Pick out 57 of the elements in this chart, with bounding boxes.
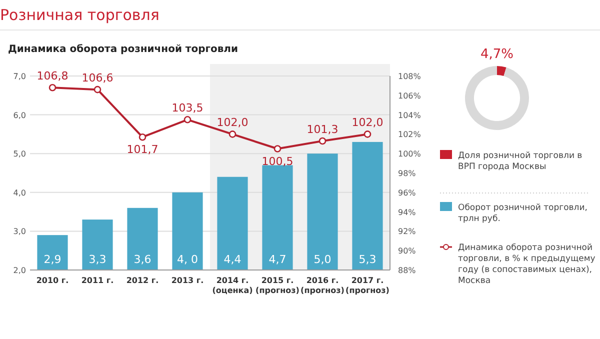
data-label: 106,6 (82, 72, 114, 85)
data-label: 103,5 (172, 102, 204, 115)
point (364, 130, 372, 138)
y2-tick-label: 90% (398, 246, 416, 256)
data-label: 4,7 (268, 253, 286, 266)
data-label: 106,8 (36, 70, 68, 83)
y-tick-label: 5,0 (13, 150, 26, 159)
x-tick-label: 2010 г. (36, 276, 69, 285)
point (228, 130, 236, 138)
y-tick-label: 6,0 (13, 110, 26, 120)
y-tick-label: 7,0 (13, 72, 26, 81)
legend-label: Доля розничной торговли в ВРП города Москвы (458, 151, 582, 172)
y2-tick-label: 96% (398, 188, 416, 198)
data-label: 5,3 (358, 253, 376, 266)
y2-tick-label: 94% (398, 208, 416, 217)
data-label: 102,0 (216, 116, 248, 130)
y2-tick-label: 104% (398, 110, 422, 120)
x-tick-label: 2014 г. (оценка) (212, 276, 253, 295)
data-label: 5,0 (314, 253, 332, 266)
x-tick-label: 2011 г. (81, 276, 114, 285)
legend-label: Динамика оборота розничной торговли, в % к предыдущему году (в сопоставимых ценах), Москва (458, 243, 596, 286)
y2-tick-label: 88% (398, 266, 416, 275)
x-tick-label: 2017 г. (прогноз) (346, 276, 390, 295)
point (48, 84, 56, 92)
y-tick-label: 4,0 (13, 188, 26, 198)
data-label: 100,5 (262, 154, 294, 168)
data-label: 2,9 (44, 253, 62, 266)
data-label: 101,7 (126, 143, 158, 156)
y2-tick-label: 92% (398, 227, 416, 236)
y2-tick-label: 98% (398, 169, 416, 178)
x-tick-label: 2016 г. (прогноз) (300, 276, 344, 295)
y2-tick-label: 106% (398, 91, 422, 100)
data-label: 3,6 (134, 253, 152, 266)
y-tick-label: 2,0 (13, 266, 26, 275)
x-tick-label: 2012 г. (126, 276, 159, 285)
point (318, 137, 326, 145)
y-tick-label: 3,0 (13, 227, 26, 236)
point (274, 145, 282, 152)
y2-tick-label: 108% (398, 72, 422, 81)
point (138, 133, 146, 141)
y2-tick-label: 102% (398, 130, 422, 140)
chart-title: Розничная торговля (0, 6, 160, 24)
donut-slice (497, 66, 506, 76)
data-label: 3,3 (88, 253, 106, 266)
x-tick-label: 2013 г. (171, 276, 204, 285)
data-label: 101,3 (306, 122, 338, 136)
data-label: 4, 0 (177, 253, 198, 266)
data-label: 4,4 (224, 253, 242, 266)
data-label: 4,7% (480, 47, 514, 62)
point (94, 86, 102, 94)
chart-subtitle: Динамика оборота розничной торговли (8, 44, 238, 55)
y2-tick-label: 100% (398, 150, 422, 159)
point (184, 116, 192, 124)
x-tick-label: 2015 г. (прогноз) (256, 276, 300, 295)
legend-label: Оборот розничной торговли, трлн руб. (458, 203, 588, 224)
donut-slice (465, 66, 529, 130)
data-label: 102,0 (352, 116, 384, 130)
